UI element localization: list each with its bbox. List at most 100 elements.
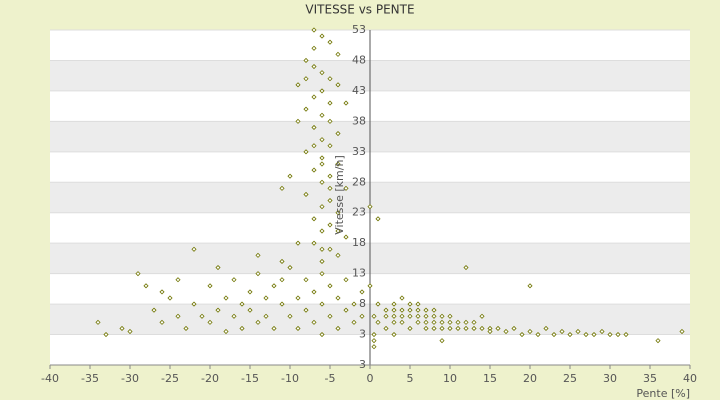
point [295,295,301,301]
point [351,319,357,325]
point [303,76,309,82]
point [479,325,485,332]
point [455,319,461,325]
point [527,283,533,289]
point [367,204,373,210]
x-tick-label: -30 [121,372,139,385]
point [327,118,333,124]
x-tick-label: 30 [603,372,617,385]
x-tick-label: -10 [281,372,299,385]
x-tick-label: 40 [683,372,697,385]
point [311,240,317,246]
point [607,331,613,338]
point [311,289,317,295]
point [159,319,165,325]
point [479,313,485,319]
point [287,264,293,271]
point [407,307,413,313]
point [371,331,377,338]
point [399,319,405,325]
point [615,331,621,338]
point [191,246,197,252]
point [359,289,365,295]
point [391,331,397,338]
point [207,283,213,289]
point [423,325,429,332]
point [223,295,229,301]
point [311,27,317,33]
point [159,289,165,295]
point [215,307,221,313]
point [439,319,445,325]
point [247,289,253,295]
point [295,240,301,246]
point [415,313,421,319]
point [371,313,377,319]
point [271,283,277,289]
point [231,313,237,319]
point [175,277,181,283]
point [343,185,349,191]
point [311,319,317,325]
point [371,344,377,350]
point [343,277,349,283]
point [391,319,397,325]
point [543,325,549,332]
point [319,331,325,338]
point [319,258,325,265]
point [287,313,293,319]
point [103,331,109,338]
point [511,325,517,332]
point [167,295,173,301]
point [383,313,389,319]
point [319,204,325,210]
point [591,331,597,338]
point [311,94,317,100]
x-tick-label: -35 [81,372,99,385]
point [303,277,309,283]
point [255,252,261,258]
point [423,313,429,319]
point [199,313,205,319]
point [311,45,317,51]
point [327,76,333,82]
point [319,301,325,307]
x-tick-label: 20 [523,372,537,385]
chart-title: VITESSE vs PENTE [305,3,414,17]
point [447,325,453,332]
point [327,246,333,252]
y-tick-label: 18 [352,236,366,249]
point [135,271,141,277]
point [295,118,301,124]
point [263,313,269,319]
point [127,328,133,335]
y-tick-label: 53 [352,23,366,36]
point [391,301,397,307]
point [231,277,237,283]
point [335,252,341,258]
point [319,271,325,277]
point [327,197,333,204]
point [319,137,325,143]
point [223,328,229,335]
point [263,295,269,301]
point [303,307,309,313]
point [431,325,437,332]
point [343,100,349,106]
point [279,277,285,283]
point [255,271,261,277]
point [327,313,333,319]
point [143,283,149,289]
y-tick-label: 48 [352,53,366,66]
point [343,307,349,313]
point [311,143,317,149]
point [279,301,285,307]
x-tick-label: 10 [443,372,457,385]
x-tick-label: -40 [41,372,59,385]
point [423,307,429,313]
point [311,167,317,173]
point [447,319,453,325]
point [567,331,573,338]
y-tick-label: 33 [352,145,366,158]
point [303,106,309,112]
